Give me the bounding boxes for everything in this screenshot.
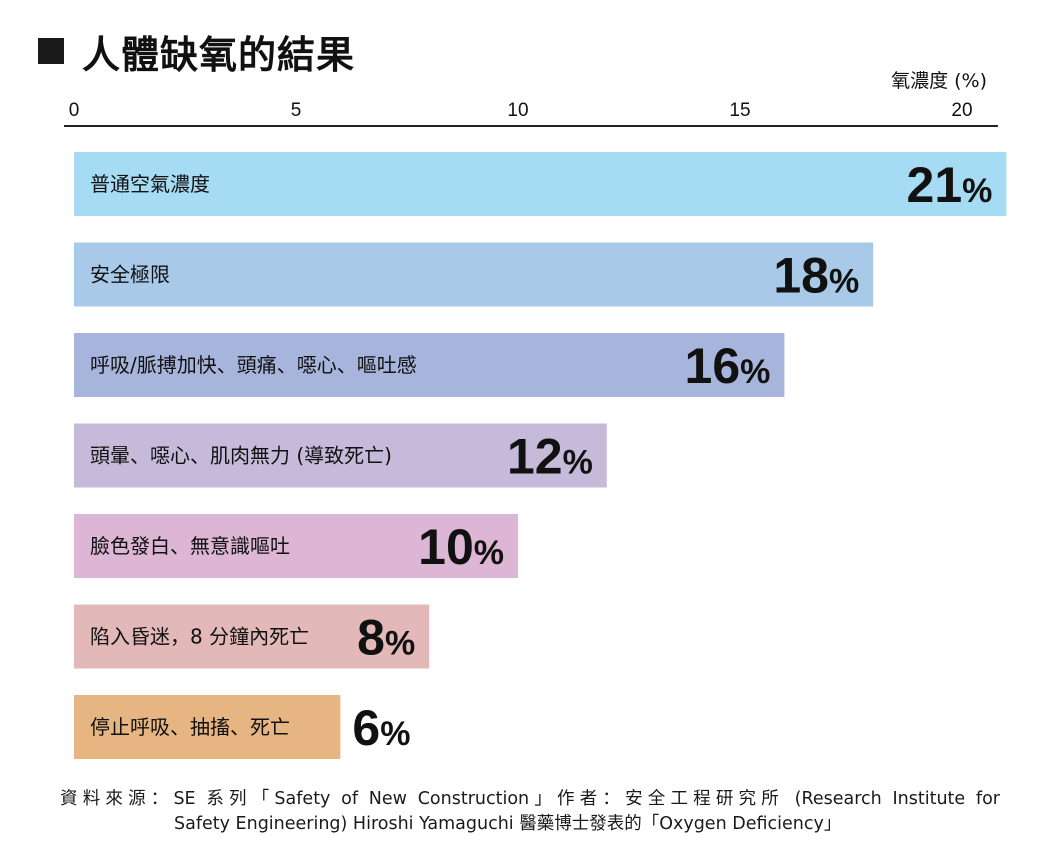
- x-tick-label: 15: [729, 100, 750, 121]
- bar-category-label: 頭暈、噁心、肌肉無力 (導致死亡): [90, 444, 392, 468]
- bar: [74, 333, 785, 397]
- bar: [74, 423, 607, 488]
- bar-category-label: 陷入昏迷，8 分鐘內死亡: [90, 625, 309, 649]
- bar: [74, 242, 874, 307]
- bar-category-label: 停止呼吸、抽搐、死亡: [90, 715, 290, 739]
- axis-unit-label: 氧濃度 (%): [891, 70, 987, 92]
- title-text: 人體缺氧的結果: [82, 32, 356, 77]
- source-line-2: Safety Engineering) Hiroshi Yamaguchi 醫藥…: [174, 814, 842, 834]
- bar: [74, 514, 518, 578]
- bar-value-label: 8%: [357, 610, 415, 666]
- bar-chart: 0 5 10 15 20 普通空氣濃度 21% 安全極限 18% 呼吸/脈搏加快、頭痛、噁心、嘔吐…: [64, 100, 1007, 759]
- bar-category-label: 普通空氣濃度: [90, 172, 210, 196]
- source-line-1: 資料來源：SE 系列「Safety of New Construction」作者…: [60, 789, 1000, 809]
- bar-category-label: 呼吸/脈搏加快、頭痛、噁心、嘔吐感: [90, 353, 417, 377]
- bar-value-label: 12%: [507, 429, 593, 485]
- chart-title: 人體缺氧的結果: [38, 26, 356, 77]
- source-note: 資料來源：SE 系列「Safety of New Construction」作者…: [60, 787, 1000, 837]
- bar: [74, 695, 341, 759]
- x-tick-label: 20: [951, 100, 972, 121]
- x-tick-label: 5: [291, 100, 302, 121]
- bar-value-label: 18%: [773, 248, 859, 304]
- x-tick-label: 0: [69, 100, 80, 121]
- bar: [74, 152, 1007, 216]
- bar-category-label: 臉色發白、無意識嘔吐: [90, 534, 290, 558]
- bar-value-label: 6%: [352, 700, 410, 756]
- bar-category-label: 安全極限: [90, 263, 170, 287]
- bar: [74, 604, 430, 669]
- bar-value-label: 16%: [685, 338, 771, 394]
- x-tick-label: 10: [507, 100, 528, 121]
- bar-value-label: 21%: [907, 157, 993, 213]
- title-square-icon: [38, 38, 64, 64]
- bar-value-label: 10%: [418, 519, 504, 575]
